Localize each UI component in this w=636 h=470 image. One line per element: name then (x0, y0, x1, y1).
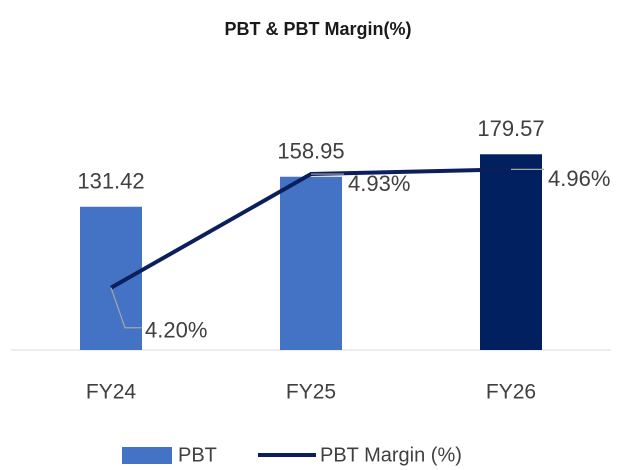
x-tick-label: FY24 (86, 381, 137, 404)
legend-label: PBT Margin (%) (320, 444, 462, 466)
line-value-label: 4.93% (348, 171, 410, 196)
bar (80, 206, 142, 350)
x-tick-label: FY26 (486, 381, 536, 404)
bar (280, 176, 342, 350)
x-tick-label: FY25 (286, 381, 336, 404)
chart-title: PBT & PBT Margin(%) (225, 19, 412, 39)
line-value-label: 4.96% (548, 166, 610, 191)
bar (480, 154, 542, 350)
bar-value-label: 131.42 (77, 169, 144, 194)
legend-swatch (122, 447, 172, 464)
bar-value-label: 158.95 (277, 139, 344, 164)
legend-label: PBT (178, 444, 217, 466)
line-value-label: 4.20% (145, 318, 207, 343)
label-leader (110, 287, 142, 329)
bar-value-label: 179.57 (477, 116, 544, 141)
